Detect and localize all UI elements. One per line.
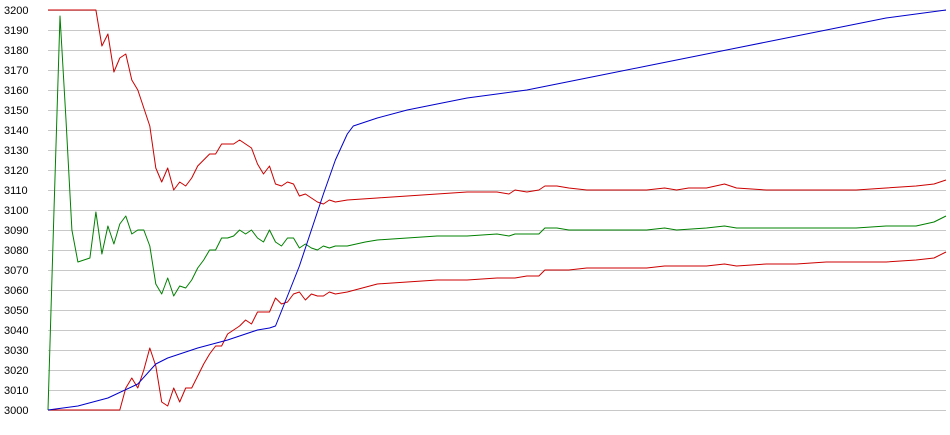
series-lines [47, 9, 947, 411]
y-tick-label: 3030 [4, 345, 28, 357]
y-tick-label: 3150 [4, 105, 28, 117]
y-tick-label: 3160 [4, 85, 28, 97]
y-tick-label: 3190 [4, 25, 28, 37]
y-tick-label: 3050 [4, 305, 28, 317]
series-line-2 [47, 15, 947, 411]
y-axis-tick-labels: 3000 3010 3020 3030 3040 3050 3060 3070 3080 3090… [4, 5, 28, 417]
y-tick-label: 3010 [4, 385, 28, 397]
y-tick-label: 3140 [4, 125, 28, 137]
y-tick-label: 3020 [4, 365, 28, 377]
y-tick-label: 3110 [4, 185, 28, 197]
series-line-4 [47, 9, 947, 411]
series-line-3 [48, 251, 947, 411]
y-tick-label: 3060 [4, 285, 28, 297]
y-tick-label: 3130 [4, 145, 28, 157]
y-tick-label: 3180 [4, 45, 28, 57]
y-tick-label: 3000 [4, 405, 28, 417]
y-tick-label: 3100 [4, 205, 28, 217]
y-tick-label: 3170 [4, 65, 28, 77]
y-tick-label: 3200 [4, 5, 28, 17]
y-tick-label: 3090 [4, 225, 28, 237]
y-tick-label: 3120 [4, 165, 28, 177]
y-tick-label: 3070 [4, 265, 28, 277]
gridlines [48, 10, 946, 411]
series-line-1 [48, 9, 947, 205]
y-tick-label: 3080 [4, 245, 28, 257]
y-tick-label: 3040 [4, 325, 28, 337]
